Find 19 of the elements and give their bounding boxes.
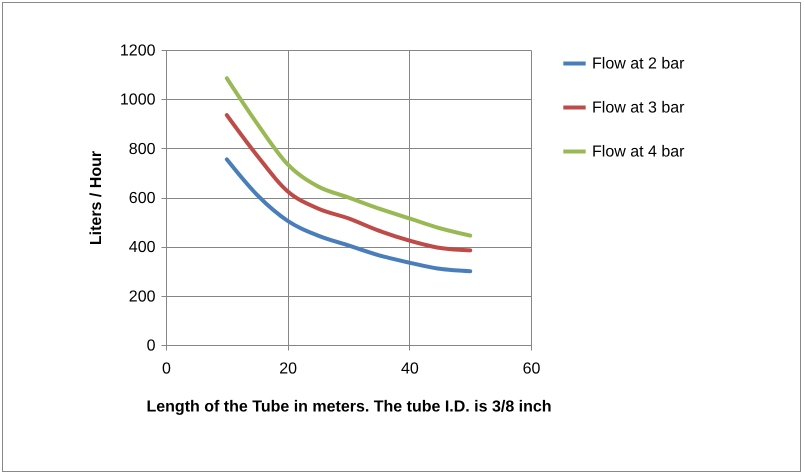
y-tick-label: 0 <box>146 338 156 354</box>
line-series <box>224 76 472 238</box>
x-tick-label: 0 <box>162 360 172 378</box>
y-tick-label: 1000 <box>120 92 156 109</box>
legend-label: Flow at 3 bar <box>592 100 686 116</box>
legend-label: Flow at 2 bar <box>592 56 686 72</box>
y-tick-label: 1200 <box>120 42 156 60</box>
x-tick-label: 40 <box>400 360 419 378</box>
y-axis-title: Liters / Hour <box>88 150 105 246</box>
y-tick-label: 400 <box>128 239 156 256</box>
y-tick-label: 600 <box>128 190 156 207</box>
legend-label: Flow at 4 bar <box>592 144 686 160</box>
x-tick-label: 60 <box>522 360 540 378</box>
line-series <box>224 157 472 274</box>
y-tick-label: 800 <box>128 140 156 158</box>
y-tick-label: 200 <box>128 288 156 306</box>
x-tick-label: 20 <box>279 360 298 378</box>
line-series <box>224 113 472 252</box>
x-axis-title: Length of the Tube in meters. The tube I.D. is 3/8 inch <box>146 398 552 416</box>
